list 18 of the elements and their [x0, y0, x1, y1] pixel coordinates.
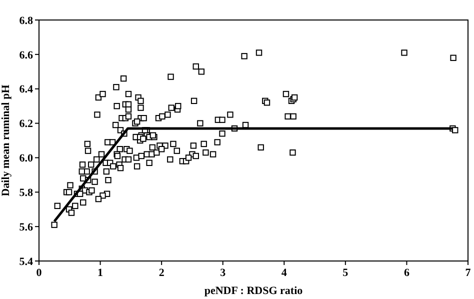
x-tick-label: 5: [342, 267, 349, 279]
x-tick-label: 3: [220, 267, 226, 279]
y-axis-title: Daily mean ruminal pH: [0, 84, 12, 196]
y-tick-label: 6.4: [19, 84, 34, 96]
x-tick-label: 6: [404, 267, 410, 279]
x-tick-label: 0: [36, 267, 42, 279]
y-tick-label: 5.6: [19, 221, 34, 234]
x-tick-label: 4: [281, 267, 288, 279]
y-tick-label: 5.4: [19, 256, 34, 268]
x-axis-title: peNDF : RDSG ratio: [204, 285, 304, 297]
x-tick-label: 7: [465, 267, 472, 279]
y-tick-label: 5.8: [19, 186, 34, 199]
x-tick-label: 1: [98, 267, 104, 279]
y-tick-label: 6.6: [19, 49, 34, 62]
y-tick-label: 6.8: [19, 14, 34, 27]
x-tick-label: 2: [158, 267, 165, 279]
y-tick-label: 6.2: [19, 118, 34, 130]
y-tick-label: 6.0: [19, 152, 34, 165]
